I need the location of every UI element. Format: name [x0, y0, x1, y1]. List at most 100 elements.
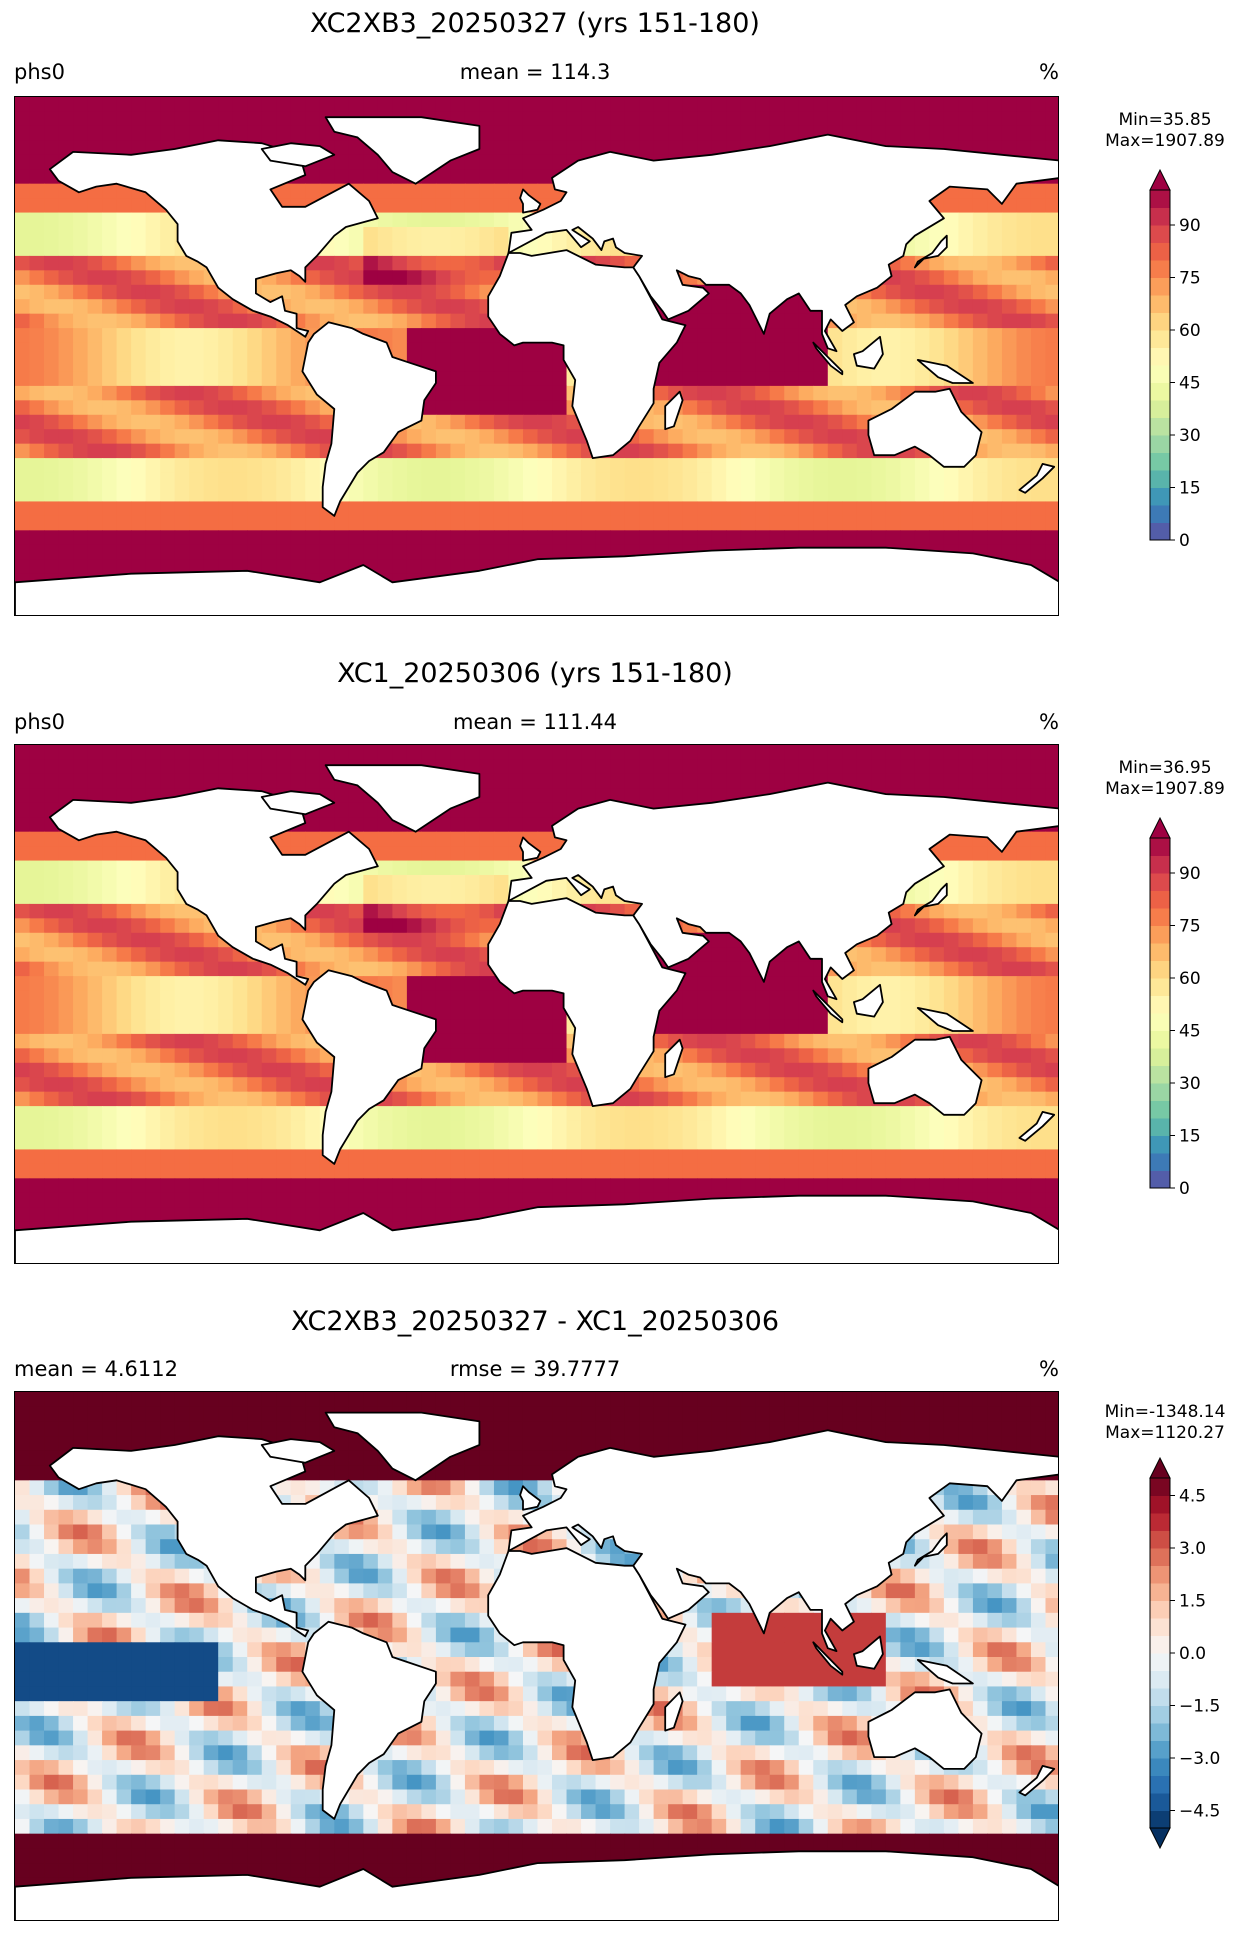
map-cell: [914, 745, 930, 761]
map-cell: [479, 745, 495, 761]
map-cell: [929, 342, 945, 358]
map-cell: [131, 270, 147, 286]
map-cell: [290, 1163, 306, 1179]
map-cell: [522, 817, 539, 833]
map-cell: [44, 961, 60, 977]
map-cell: [29, 918, 45, 934]
map-cell: [943, 487, 959, 503]
map-cell: [87, 371, 103, 387]
map-cell: [87, 918, 103, 934]
map-cell: [116, 140, 132, 156]
map-cell: [653, 1135, 669, 1151]
map-cell: [740, 530, 756, 546]
map-cell: [58, 212, 74, 228]
map-cell: [798, 501, 814, 517]
map-cell: [885, 284, 901, 300]
map-cell: [189, 97, 205, 113]
map-cell: [479, 1120, 495, 1136]
map-cell: [943, 255, 959, 271]
map-cell: [943, 947, 959, 963]
map-cell: [15, 1149, 31, 1165]
map-cell: [377, 458, 393, 474]
map-cell: [537, 443, 553, 459]
map-cell: [943, 342, 959, 358]
map-cell: [319, 255, 335, 271]
map-cell: [798, 1033, 814, 1049]
map-cell: [145, 773, 161, 789]
map-cell: [842, 400, 858, 416]
map-cell: [189, 357, 205, 373]
map-cell: [1030, 1048, 1047, 1064]
map-cell: [232, 1178, 248, 1194]
map-cell: [450, 990, 466, 1006]
map-cell: [464, 385, 481, 401]
map-cell: [87, 284, 103, 300]
map-cell: [1016, 125, 1032, 141]
map-cell: [392, 889, 408, 905]
map-cell: [885, 342, 901, 358]
map-cell: [769, 487, 785, 503]
map-cell: [421, 487, 437, 503]
map-cell: [392, 97, 408, 113]
map-cell: [1001, 1178, 1018, 1194]
map-cell: [247, 371, 263, 387]
map-cell: [406, 284, 422, 300]
map-cell: [29, 1163, 45, 1179]
map-cell: [929, 97, 945, 113]
map-cell: [450, 97, 466, 113]
map-cell: [334, 1163, 350, 1179]
map-cell: [479, 270, 495, 286]
map-cell: [435, 255, 452, 271]
map-cell: [116, 515, 132, 531]
map-cell: [697, 1091, 713, 1107]
map-cell: [682, 530, 698, 546]
map-cell: [392, 745, 408, 761]
map-cell: [537, 125, 553, 141]
map-cell: [1001, 773, 1018, 789]
map-cell: [972, 385, 989, 401]
map-cell: [392, 270, 408, 286]
map-cell: [44, 1048, 60, 1064]
map-cell: [58, 472, 74, 488]
map-cell: [276, 501, 292, 517]
map-cell: [464, 501, 481, 517]
map-cell: [160, 1048, 176, 1064]
map-cell: [450, 976, 466, 992]
map-cell: [784, 429, 800, 445]
map-cell: [145, 1149, 161, 1165]
map-cell: [58, 1207, 74, 1223]
map-cell: [29, 227, 45, 243]
map-cell: [247, 1048, 263, 1064]
map-cell: [639, 1120, 655, 1136]
map-cell: [493, 371, 510, 387]
map-cell: [305, 1048, 321, 1064]
map-cell: [29, 328, 45, 344]
map-cell: [348, 932, 364, 948]
map-cell: [203, 414, 219, 430]
map-cell: [798, 745, 814, 761]
map-cell: [73, 559, 89, 575]
map-cell: [711, 976, 727, 992]
map-cell: [87, 773, 103, 789]
map-cell: [856, 1163, 872, 1179]
map-cell: [174, 313, 190, 329]
map-cell: [232, 1019, 248, 1035]
map-cell: [102, 270, 118, 286]
map-cell: [290, 1135, 306, 1151]
map-cell: [160, 487, 176, 503]
map-cell: [131, 125, 147, 141]
map-cell: [406, 1149, 422, 1165]
map-cell: [87, 443, 103, 459]
map-cell: [856, 515, 872, 531]
map-cell: [1030, 875, 1047, 891]
map-cell: [44, 1120, 60, 1136]
map-cell: [102, 759, 118, 775]
map-cell: [479, 169, 495, 185]
map-cell: [363, 154, 379, 170]
map-cell: [537, 802, 553, 818]
map-cell: [1030, 255, 1047, 271]
map-cell: [145, 1062, 161, 1078]
map-cell: [566, 773, 582, 789]
map-cell: [102, 990, 118, 1006]
map-cell: [522, 802, 539, 818]
